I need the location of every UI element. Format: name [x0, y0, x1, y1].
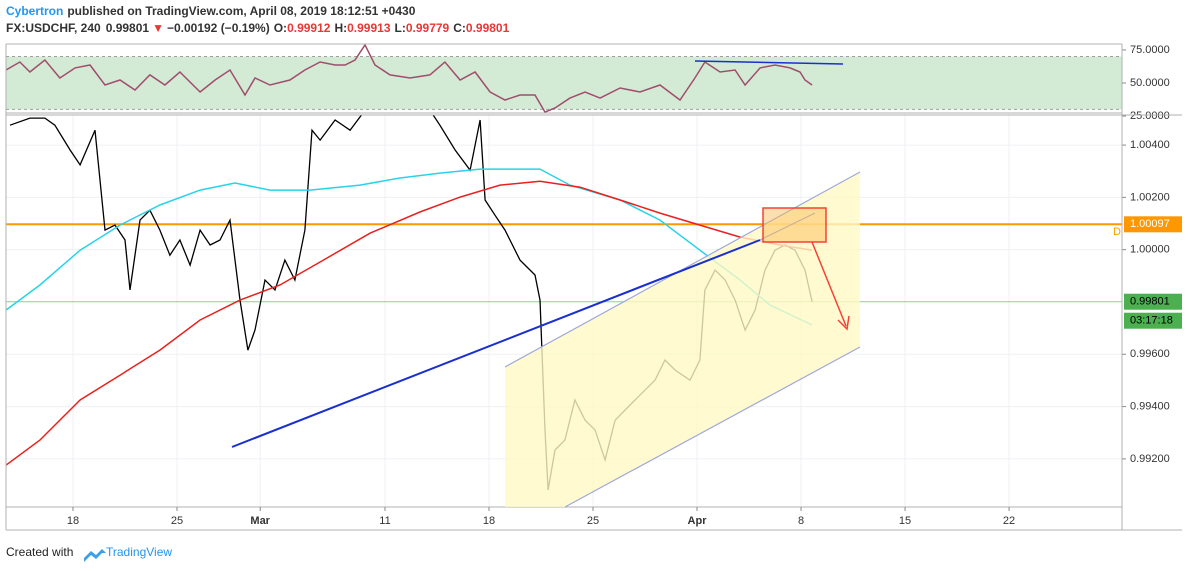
- y-tick-label: 25.0000: [1130, 110, 1170, 122]
- series-line: [6, 180, 813, 466]
- footer-created: Created with: [6, 545, 73, 559]
- price-label-box: [1124, 293, 1182, 310]
- x-tick-label: Mar: [250, 515, 270, 527]
- x-tick-label: 25: [171, 515, 183, 527]
- y-tick-label: 0.99600: [1130, 348, 1170, 360]
- change-arrow: ▼: [152, 21, 164, 35]
- x-tick-label: 25: [587, 515, 599, 527]
- countdown-box: [1124, 312, 1182, 329]
- author: Cybertron: [6, 4, 63, 18]
- series-line: [6, 44, 813, 113]
- price-label-box: [1124, 216, 1182, 233]
- channel-lower: [564, 346, 861, 508]
- x-tick-label: Apr: [688, 515, 708, 527]
- y-tick-label: 1.00000: [1130, 244, 1170, 256]
- x-tick-label: 22: [1003, 515, 1015, 527]
- low: 0.99779: [406, 21, 450, 35]
- logo: [84, 549, 106, 562]
- low-label: L:: [395, 21, 406, 35]
- last-price: 0.99801: [106, 21, 150, 35]
- panel-rsi: [6, 44, 1122, 113]
- byline: published on TradingView.com, April 08, …: [67, 4, 415, 18]
- x-tick-label: 8: [798, 515, 804, 527]
- forecast-arrow: [811, 241, 847, 327]
- x-tick-label: 15: [899, 515, 911, 527]
- x-tick-label: 11: [379, 515, 390, 527]
- header-line-2: FX:USDCHF, 240 0.99801 ▼ −0.00192 (−0.19%) O…: [6, 21, 510, 35]
- open-label: O:: [274, 21, 287, 35]
- close-label: C:: [453, 21, 466, 35]
- resistance-box: [762, 207, 827, 243]
- change: −0.00192 (−0.19%): [167, 21, 270, 35]
- series-line: [6, 168, 813, 326]
- price-label: 1.00097: [1130, 218, 1170, 230]
- x-tick-label: 18: [483, 515, 495, 527]
- open: 0.99912: [287, 21, 331, 35]
- y-tick-label: 0.99400: [1130, 400, 1170, 412]
- marker: D: [1113, 226, 1121, 238]
- drawings: [231, 60, 861, 508]
- y-tick-label: 50.0000: [1130, 77, 1170, 89]
- close: 0.99801: [466, 21, 510, 35]
- y-tick-label: 1.00200: [1130, 191, 1170, 203]
- y-tick-label: 75.0000: [1130, 44, 1170, 56]
- high: 0.99913: [347, 21, 391, 35]
- trendline: [231, 239, 761, 448]
- footer-brand: TradingView: [106, 545, 172, 559]
- header-line-1: Cybertron published on TradingView.com, A…: [6, 4, 416, 18]
- x-tick-label: 18: [67, 515, 79, 527]
- y-tick-label: 1.00400: [1130, 139, 1170, 151]
- rsi-trendline: [694, 60, 844, 65]
- countdown: 03:17:18: [1130, 315, 1173, 327]
- symbol: FX:USDCHF, 240: [6, 21, 101, 35]
- channel-fill: [505, 172, 860, 507]
- high-label: H:: [334, 21, 347, 35]
- trend-extension: [759, 212, 816, 241]
- arrow-head: [837, 315, 850, 331]
- price-label: 0.99801: [1130, 296, 1170, 308]
- y-tick-label: 0.99200: [1130, 453, 1170, 465]
- overlay: 1.00097 D 0.99801 03:17:18: [1113, 216, 1182, 329]
